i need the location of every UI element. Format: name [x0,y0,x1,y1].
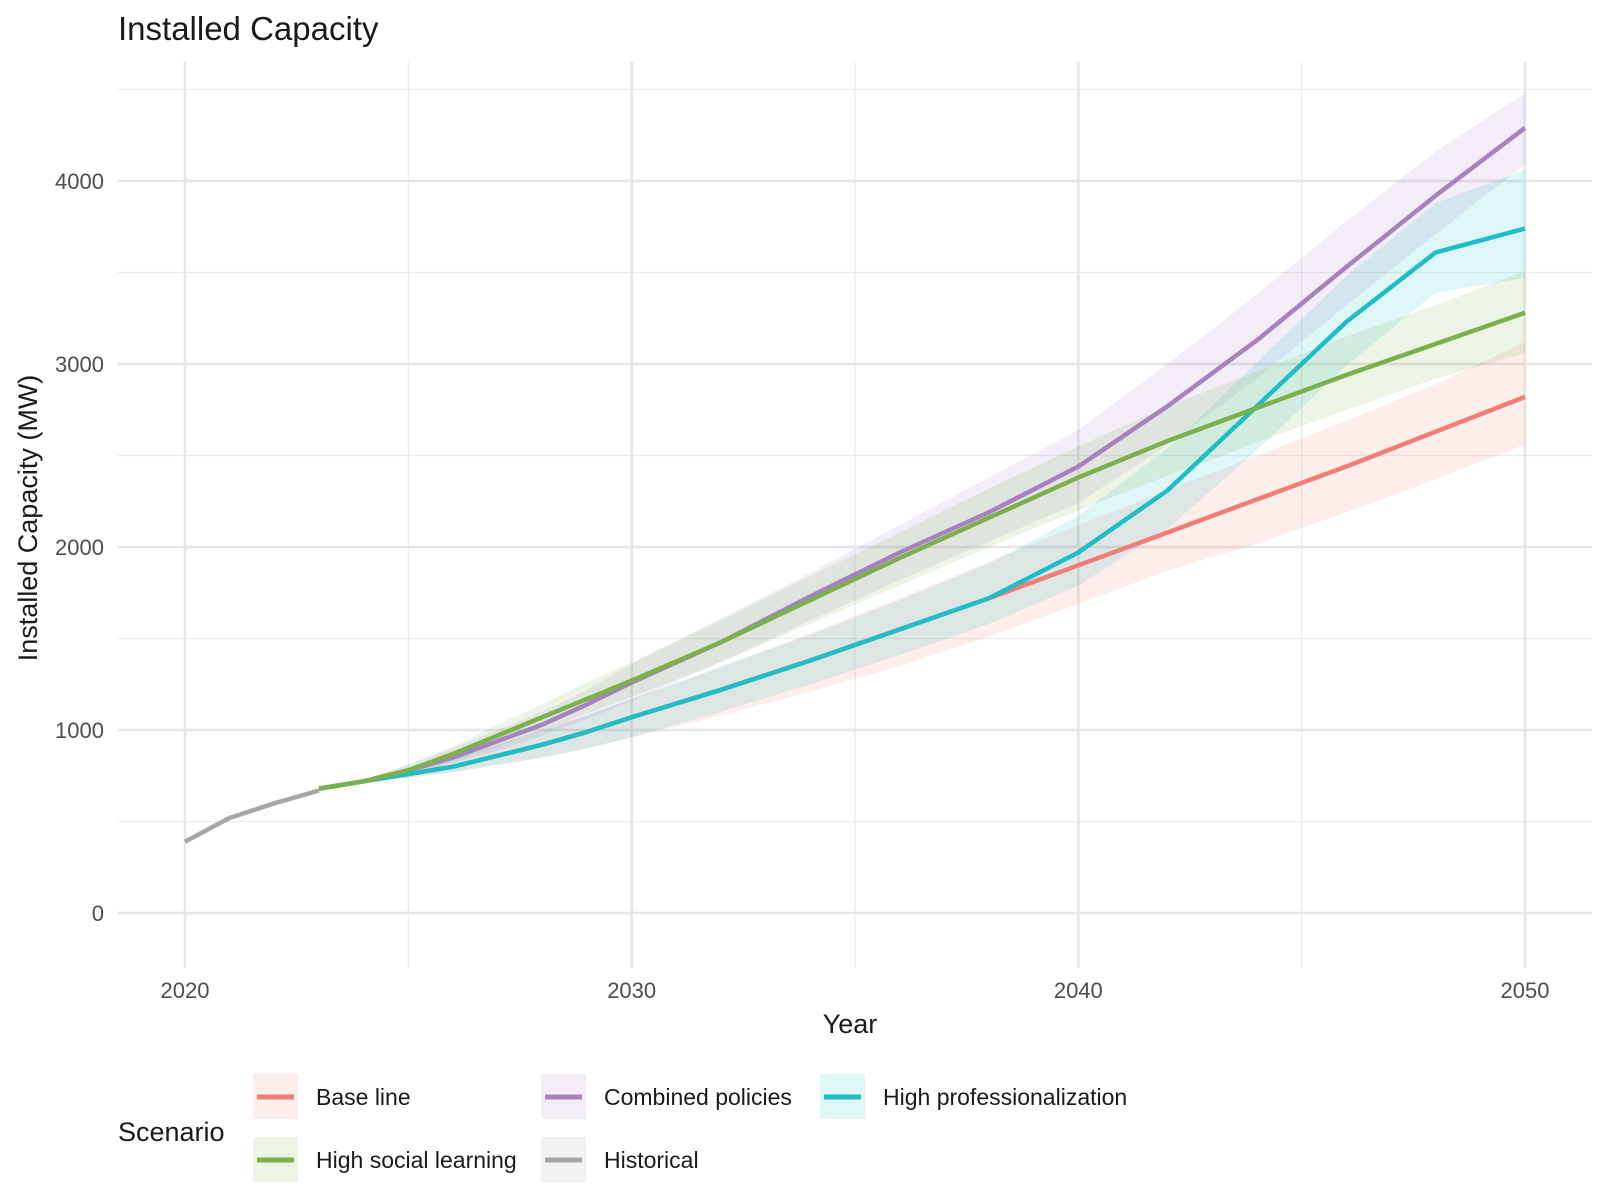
y-axis-title: Installed Capacity (MW) [13,375,43,662]
legend-item-high-social-learning[interactable]: High social learning [253,1137,517,1182]
chart-title: Installed Capacity [118,10,379,47]
grid [118,62,1592,968]
legend-item-combined-policies[interactable]: Combined policies [541,1074,792,1119]
band-high-professionalization [319,170,1525,789]
legend-label-combined-policies: Combined policies [604,1084,792,1110]
series-lines [183,126,1527,844]
line-high-social-learning [318,310,1526,791]
legend-item-base-line[interactable]: Base line [253,1074,411,1119]
y-tick-label-1000: 1000 [55,718,104,743]
legend-label-base-line: Base line [316,1084,411,1110]
x-tick-label-2050: 2050 [1501,978,1550,1003]
legend-label-high-professionalization: High professionalization [883,1084,1127,1110]
x-tick-label-2030: 2030 [607,978,656,1003]
legend-title: Scenario [118,1117,225,1147]
axis-ticks: 2020 2030 2040 2050 0 1000 2000 3000 4000 [55,169,1549,1003]
legend-item-historical[interactable]: Historical [541,1137,699,1182]
line-high-professionalization [318,226,1526,791]
legend-item-high-professionalization[interactable]: High professionalization [820,1074,1127,1119]
y-tick-label-3000: 3000 [55,352,104,377]
legend-label-historical: Historical [604,1147,699,1173]
legend-label-high-social-learning: High social learning [316,1147,517,1173]
x-tick-label-2040: 2040 [1054,978,1103,1003]
line-historical [183,788,320,844]
y-tick-label-2000: 2000 [55,535,104,560]
x-tick-label-2020: 2020 [161,978,210,1003]
band-high-social-learning [319,270,1525,789]
x-axis-title: Year [823,1009,878,1039]
y-tick-label-4000: 4000 [55,169,104,194]
confidence-bands [319,93,1525,789]
legend: Scenario Base line Combined policies Hig… [118,1074,1127,1182]
y-tick-label-0: 0 [92,901,104,926]
